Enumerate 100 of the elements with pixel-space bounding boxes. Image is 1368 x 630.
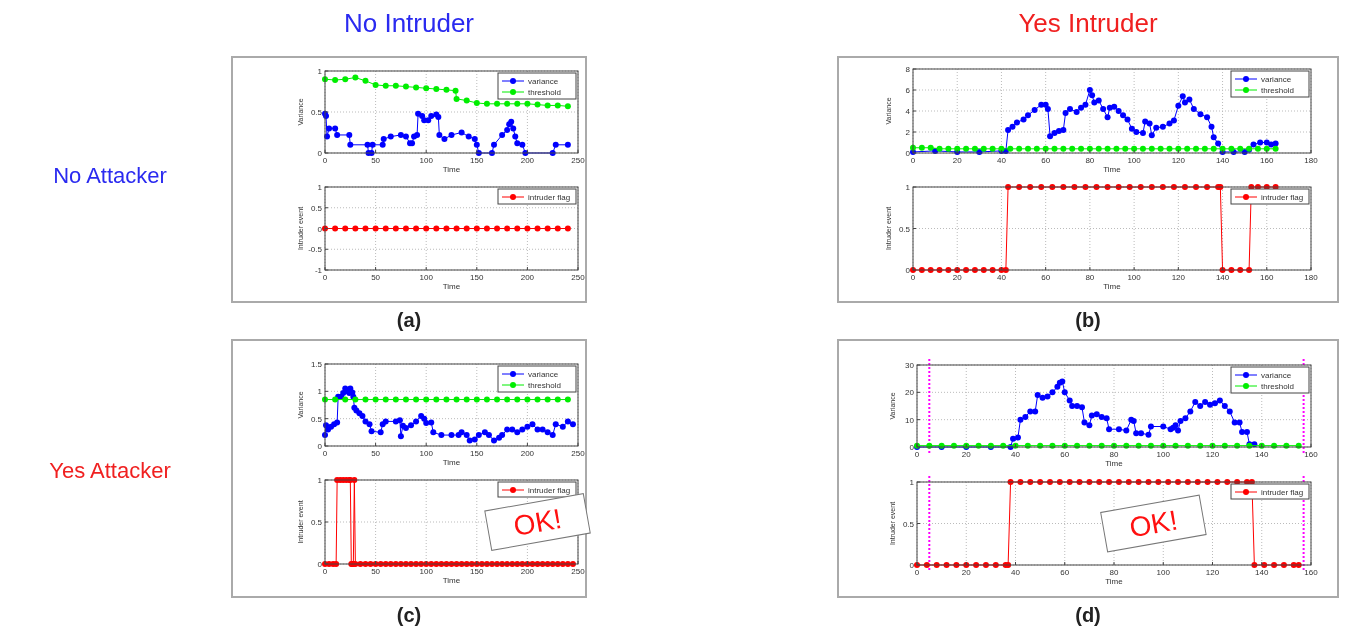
x-tick-label: 150	[470, 449, 485, 458]
x-axis-title: Time	[442, 165, 461, 174]
annotation: OK!	[1127, 504, 1180, 544]
x-tick-label: 40	[996, 273, 1007, 282]
x-tick-label: 80	[1109, 568, 1119, 577]
legend-label: threshold	[528, 88, 561, 97]
x-tick-label: 140	[1215, 273, 1230, 282]
x-tick-label: 160	[1304, 450, 1319, 459]
x-axis-title: Time	[442, 576, 461, 585]
text: (b)	[1075, 309, 1101, 331]
x-tick-label: 100	[419, 273, 434, 282]
x-tick-label: 100	[419, 449, 434, 458]
text: (d)	[1075, 604, 1101, 626]
x-tick-label: 150	[470, 567, 485, 576]
legend-label: variance	[528, 77, 559, 86]
x-tick-label: 60	[1060, 450, 1070, 459]
x-axis-title: Time	[1105, 459, 1124, 468]
x-tick-label: 250	[571, 567, 586, 576]
y-tick-label: 0	[905, 149, 911, 158]
y-tick-label: 0	[317, 442, 323, 451]
x-tick-label: 100	[1156, 450, 1171, 459]
x-tick-label: 80	[1085, 273, 1095, 282]
y-tick-label: 1	[909, 478, 915, 487]
x-tick-label: 120	[1171, 273, 1186, 282]
x-tick-label: 60	[1041, 273, 1051, 282]
x-tick-label: 160	[1260, 156, 1274, 165]
legend-label: variance	[1261, 75, 1292, 84]
x-tick-label: 150	[470, 273, 485, 282]
y-tick-label: 4	[905, 107, 911, 116]
x-tick-label: 120	[1205, 450, 1220, 459]
legend-label: threshold	[528, 381, 561, 390]
x-tick-label: 20	[961, 450, 972, 459]
x-tick-label: 180	[1304, 273, 1319, 282]
x-tick-label: 50	[371, 449, 381, 458]
y-tick-label: 1	[317, 183, 323, 192]
x-tick-label: 200	[520, 449, 535, 458]
y-tick-label: -1	[314, 266, 323, 275]
y-tick-label: 1	[317, 476, 323, 485]
x-tick-label: 140	[1255, 450, 1269, 459]
y-tick-label: 0.5	[310, 203, 323, 213]
x-tick-label: 50	[371, 567, 381, 576]
y-tick-label: 0	[317, 149, 323, 158]
legend-label: variance	[528, 370, 559, 379]
annotation: OK!	[511, 503, 565, 542]
legend-label: threshold	[1261, 86, 1294, 95]
chart-title: Yes Intruder	[1018, 8, 1158, 38]
x-tick-label: 250	[571, 156, 586, 165]
y-tick-label: 0	[909, 443, 915, 452]
y-tick-label: 6	[905, 86, 911, 95]
x-axis-title: Time	[442, 458, 461, 467]
x-tick-label: 100	[1127, 156, 1142, 165]
x-tick-label: 50	[371, 156, 381, 165]
chart-title: No Intruder	[343, 8, 475, 38]
x-tick-label: 250	[571, 273, 586, 282]
x-tick-label: 180	[1304, 156, 1319, 165]
text: Yes Attacker	[49, 458, 171, 483]
y-tick-label: 0.5	[902, 519, 915, 529]
y-tick-label: 0	[317, 224, 323, 234]
x-axis-title: Time	[1103, 282, 1122, 291]
x-tick-label: 140	[1255, 568, 1269, 577]
text: No Attacker	[53, 163, 167, 188]
x-tick-label: 100	[1156, 568, 1171, 577]
x-tick-label: 60	[1060, 568, 1070, 577]
legend-label: intruder flag	[528, 486, 571, 495]
y-tick-label: 10	[905, 415, 915, 425]
legend-label: intruder flag	[1261, 193, 1304, 202]
x-tick-label: 20	[952, 273, 963, 282]
x-tick-label: 200	[520, 567, 535, 576]
x-tick-label: 250	[571, 449, 586, 458]
x-tick-label: 200	[520, 156, 535, 165]
legend-label: threshold	[1261, 382, 1294, 391]
x-tick-label: 140	[1215, 156, 1230, 165]
x-tick-label: 100	[419, 567, 434, 576]
y-tick-label: 1	[317, 67, 323, 76]
y-tick-label: -0.5	[308, 245, 323, 255]
x-axis-title: Time	[442, 282, 461, 291]
y-tick-label: 0.5	[310, 414, 323, 424]
y-tick-label: 0	[317, 560, 323, 569]
legend-label: intruder flag	[528, 193, 571, 202]
y-tick-label: 20	[905, 388, 915, 398]
x-tick-label: 200	[520, 273, 535, 282]
y-tick-label: 1	[317, 387, 323, 397]
y-tick-label: 0.5	[898, 224, 911, 234]
legend-label: variance	[1261, 371, 1292, 380]
x-tick-label: 160	[1260, 273, 1274, 282]
x-tick-label: 40	[1011, 450, 1021, 459]
y-tick-label: 0.5	[310, 518, 323, 527]
x-tick-label: 40	[1011, 568, 1021, 577]
x-tick-label: 20	[952, 156, 963, 165]
legend-label: intruder flag	[1261, 488, 1304, 497]
x-tick-label: 100	[419, 156, 434, 165]
x-tick-label: 150	[470, 156, 485, 165]
y-tick-label: 8	[905, 65, 911, 74]
y-tick-label: 30	[905, 361, 915, 370]
x-tick-label: 80	[1109, 450, 1119, 459]
y-tick-label: 1.5	[310, 360, 323, 369]
x-tick-label: 60	[1041, 156, 1051, 165]
y-tick-label: 1	[905, 183, 911, 192]
x-tick-label: 50	[371, 273, 381, 282]
x-tick-label: 20	[961, 568, 972, 577]
